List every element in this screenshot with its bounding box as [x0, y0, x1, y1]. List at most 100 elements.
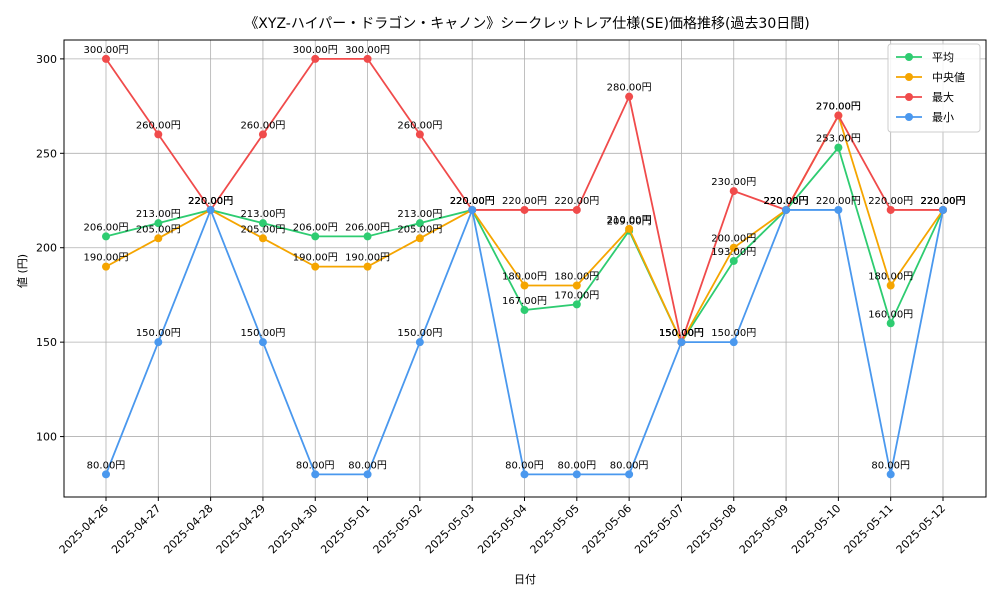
legend-label: 最小 [932, 111, 954, 124]
data-label: 150.00円 [136, 328, 181, 339]
data-label: 80.00円 [505, 460, 544, 471]
x-tick-label: 2025-04-28 [161, 502, 215, 556]
data-point [154, 219, 163, 228]
data-point [415, 234, 424, 243]
data-label: 220.00円 [502, 196, 547, 207]
data-label: 220.00円 [188, 196, 233, 207]
data-label: 205.00円 [240, 224, 285, 235]
data-point [782, 205, 791, 214]
data-point [415, 338, 424, 347]
data-labels: 206.00円 213.00円 220.00円 213.00円 206.00円 206.0… [84, 45, 966, 471]
data-label: 150.00円 [659, 328, 704, 339]
data-label: 260.00円 [136, 120, 181, 131]
y-tick-label: 300 [36, 53, 57, 66]
data-label: 220.00円 [188, 196, 233, 207]
data-label: 220.00円 [450, 196, 495, 207]
data-point [520, 281, 529, 290]
data-point [729, 256, 738, 265]
data-label: 206.00円 [345, 222, 390, 233]
data-label: 150.00円 [659, 328, 704, 339]
x-tick-label: 2025-05-08 [684, 502, 738, 556]
data-point [834, 205, 843, 214]
data-label: 190.00円 [345, 253, 390, 264]
data-label: 220.00円 [450, 196, 495, 207]
data-label: 210.00円 [607, 215, 652, 226]
x-tick-label: 2025-05-05 [528, 502, 582, 556]
data-label: 80.00円 [296, 460, 335, 471]
data-label: 180.00円 [502, 271, 547, 282]
legend-marker [905, 93, 913, 101]
data-point [363, 262, 372, 271]
data-label: 213.00円 [397, 209, 442, 220]
data-label: 80.00円 [871, 460, 910, 471]
data-label: 160.00円 [868, 309, 913, 320]
x-tick-label: 2025-04-30 [266, 502, 320, 556]
data-label: 213.00円 [136, 209, 181, 220]
y-tick-label: 200 [36, 242, 57, 255]
data-label: 180.00円 [868, 271, 913, 282]
data-point [363, 54, 372, 63]
legend-label: 平均 [932, 51, 954, 64]
data-label: 220.00円 [554, 196, 599, 207]
data-point [886, 205, 895, 214]
data-label: 220.00円 [450, 196, 495, 207]
data-point [520, 306, 529, 315]
data-label: 220.00円 [188, 196, 233, 207]
legend-label: 中央値 [932, 71, 965, 84]
data-point [625, 224, 634, 233]
data-label: 213.00円 [240, 209, 285, 220]
chart-title: 《XYZ-ハイパー・ドラゴン・キャノン》シークレットレア仕様(SE)価格推移(過… [244, 15, 809, 32]
data-label: 300.00円 [84, 45, 129, 56]
data-label: 300.00円 [345, 45, 390, 56]
data-point [886, 470, 895, 479]
data-label: 80.00円 [610, 460, 649, 471]
x-tick-label: 2025-04-29 [214, 502, 268, 556]
data-label: 209.00円 [607, 217, 652, 228]
data-label: 220.00円 [188, 196, 233, 207]
data-label: 206.00円 [293, 222, 338, 233]
data-label: 300.00円 [293, 45, 338, 56]
x-tick-label: 2025-05-02 [371, 502, 425, 556]
data-point [258, 219, 267, 228]
data-point [311, 262, 320, 271]
data-label: 205.00円 [397, 224, 442, 235]
data-label: 220.00円 [816, 196, 861, 207]
y-tick-label: 100 [36, 431, 57, 444]
x-tick-label: 2025-05-09 [737, 502, 791, 556]
data-label: 220.00円 [450, 196, 495, 207]
data-label: 150.00円 [397, 328, 442, 339]
data-point [572, 281, 581, 290]
data-point [415, 219, 424, 228]
data-point [258, 234, 267, 243]
data-point [102, 470, 110, 479]
data-point [102, 54, 110, 63]
x-tick-label: 2025-05-07 [632, 502, 686, 556]
x-tick-label: 2025-05-12 [894, 502, 948, 556]
data-label: 220.00円 [764, 196, 809, 207]
data-point [102, 232, 110, 241]
data-point [572, 300, 581, 309]
data-label: 80.00円 [557, 460, 596, 471]
data-label: 280.00円 [607, 83, 652, 94]
data-label: 206.00円 [84, 222, 129, 233]
legend-marker [905, 113, 913, 121]
x-tick-label: 2025-05-04 [475, 502, 529, 556]
legend-label: 最大 [932, 90, 954, 104]
data-point [939, 205, 947, 214]
data-point [729, 187, 738, 196]
data-point [468, 205, 477, 214]
data-label: 220.00円 [764, 196, 809, 207]
data-label: 190.00円 [84, 253, 129, 264]
legend-box [887, 43, 981, 133]
data-label: 80.00円 [348, 460, 387, 471]
data-label: 167.00円 [502, 296, 547, 307]
y-tick-label: 150 [36, 336, 57, 349]
data-label: 220.00円 [921, 196, 966, 207]
data-label: 230.00円 [711, 177, 756, 188]
data-label: 260.00円 [397, 120, 442, 131]
data-point [363, 232, 372, 241]
data-point [625, 470, 634, 479]
data-label: 220.00円 [921, 196, 966, 207]
x-tick-label: 2025-05-11 [841, 502, 895, 556]
